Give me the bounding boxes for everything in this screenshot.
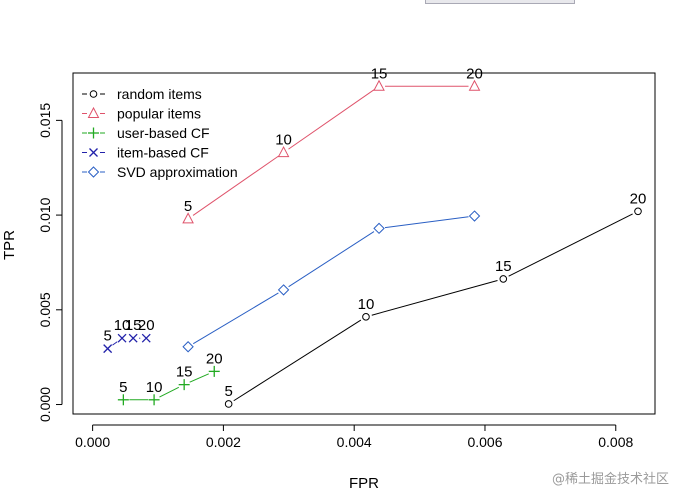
y-tick-label: 0.005 (37, 292, 53, 327)
data-label: 20 (206, 350, 223, 367)
y-tick-label: 0.015 (37, 103, 53, 138)
legend-label: item-based CF (117, 145, 209, 161)
cross-stroke (103, 344, 113, 354)
series-line (508, 213, 633, 277)
data-label: 5 (184, 198, 192, 215)
data-label: 5 (103, 328, 111, 345)
series-line (112, 341, 118, 346)
data-point (182, 341, 194, 353)
series-line (288, 231, 375, 288)
data-point (87, 106, 100, 118)
legend-label: user-based CF (117, 125, 210, 141)
data-point (277, 145, 290, 158)
series-svd-approximation (182, 210, 481, 353)
data-label: 15 (125, 317, 142, 334)
data-point (103, 344, 113, 354)
data-point (634, 207, 642, 216)
series-line (159, 386, 180, 398)
legend-label: SVD approximation (117, 164, 238, 180)
plot-frame (72, 72, 656, 415)
data-label: 15 (176, 364, 193, 381)
data-label: 20 (630, 190, 647, 207)
series-line (192, 155, 279, 216)
cross-stroke (117, 333, 127, 343)
data-point (117, 333, 127, 343)
data-point (208, 365, 220, 377)
data-point (88, 127, 99, 139)
data-point (87, 166, 100, 178)
legend-item: popular items (82, 106, 201, 122)
x-tick-label: 0.000 (75, 434, 110, 450)
series-line (288, 89, 375, 150)
x-axis: 0.000 0.002 0.004 0.006 0.008 (75, 424, 633, 450)
data-point (373, 79, 385, 91)
legend-label: random items (117, 86, 202, 102)
series-line (233, 319, 362, 402)
series-popular-items: 5 10 15 20 (182, 65, 483, 224)
data-label: 20 (138, 317, 155, 334)
series-line (384, 216, 469, 229)
watermark-text: @稀土掘金技术社区 (551, 472, 669, 487)
x-tick-label: 0.006 (467, 434, 502, 450)
data-point (178, 379, 190, 391)
data-label: 5 (224, 383, 232, 400)
data-point (468, 210, 481, 222)
x-tick-label: 0.002 (206, 434, 241, 450)
data-point (128, 333, 138, 343)
data-point (362, 313, 370, 321)
window-tab-strip (425, 0, 575, 4)
series-line (189, 373, 209, 383)
x-axis-label: FPR (349, 475, 379, 491)
x-tick-label: 0.004 (337, 434, 372, 450)
data-point (277, 284, 290, 296)
data-point (117, 394, 129, 406)
data-label: 5 (119, 379, 127, 396)
cross-stroke (141, 333, 151, 343)
series-random-items: 5 10 15 20 (224, 190, 647, 408)
cross-stroke (128, 333, 138, 343)
data-point (373, 222, 385, 235)
legend-item: random items (82, 86, 202, 102)
data-point (89, 148, 98, 157)
data-label: 15 (495, 258, 512, 275)
cross-stroke (89, 148, 98, 157)
y-tick-label: 0.000 (37, 387, 53, 422)
legend-label: popular items (117, 106, 201, 122)
legend-item: SVD approximation (82, 164, 238, 180)
legend: random items popular items user-based CF it… (82, 86, 238, 180)
legend-item: user-based CF (82, 125, 210, 141)
data-point (148, 394, 160, 406)
data-point (141, 333, 151, 343)
y-tick-label: 0.010 (37, 197, 53, 232)
y-axis: 0.000 0.005 0.010 0.015 (37, 103, 63, 422)
x-tick-label: 0.008 (598, 434, 633, 450)
data-label: 10 (146, 379, 163, 396)
data-point (224, 400, 233, 408)
legend-item: item-based CF (82, 145, 209, 161)
series-user-based-cf: 5 10 15 20 (117, 350, 223, 406)
data-point (89, 90, 98, 98)
data-label: 10 (358, 296, 375, 313)
data-label: 15 (371, 65, 388, 82)
data-label: 10 (114, 317, 131, 334)
data-label: 10 (275, 132, 292, 149)
data-label: 20 (466, 65, 483, 82)
y-axis-label: TPR (1, 230, 18, 260)
data-point (468, 79, 481, 91)
series-line (192, 292, 279, 345)
data-point (499, 275, 508, 283)
data-point (182, 212, 194, 224)
series-line (371, 280, 498, 316)
